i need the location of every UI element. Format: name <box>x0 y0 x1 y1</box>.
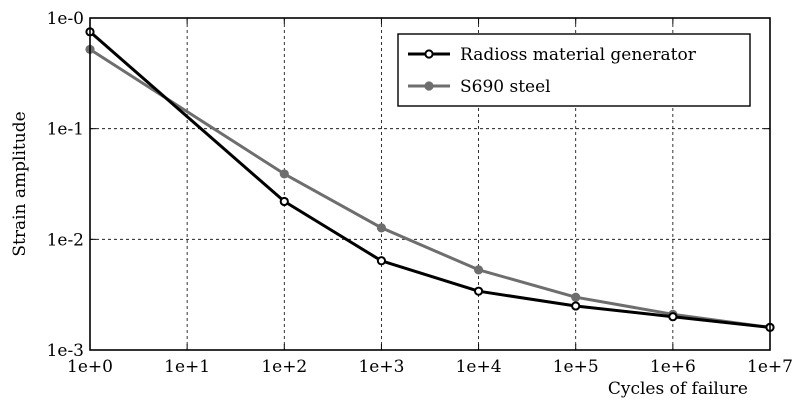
y-tick-label: 1e-3 <box>47 341 84 361</box>
y-axis-title: Strain amplitude <box>10 111 30 256</box>
data-point <box>668 312 678 322</box>
legend-swatch-marker <box>424 49 434 59</box>
tick-layer: 1e+0 1e+1 1e+2 1e+3 1e+4 1e+5 1e+6 1e+7 1e-0 1e-1… <box>47 9 793 377</box>
y-tick-label: 1e-2 <box>47 230 84 250</box>
data-point <box>376 256 387 266</box>
x-axis-title: Cycles of failure <box>608 379 748 399</box>
y-tick-label: 1e-1 <box>47 120 84 140</box>
x-tick-label: 1e+0 <box>67 357 113 377</box>
x-tick-label: 1e+1 <box>164 357 210 377</box>
label-layer: Cycles of failure Strain amplitude <box>10 111 748 399</box>
x-tick-label: 1e+3 <box>358 357 404 377</box>
x-tick-label: 1e+6 <box>650 357 696 377</box>
series-0 <box>85 27 775 333</box>
data-point <box>279 169 289 179</box>
data-point <box>473 265 484 275</box>
series-layer <box>85 27 775 333</box>
data-point <box>571 292 581 302</box>
x-tick-label: 1e+2 <box>261 357 307 377</box>
x-tick-label: 1e+4 <box>456 357 502 377</box>
x-tick-label: 1e+5 <box>553 357 599 377</box>
data-point <box>279 196 289 207</box>
plot-frame <box>89 17 771 351</box>
x-tick-label: 1e+7 <box>747 357 793 377</box>
legend: Radioss material generator S690 steel <box>397 33 751 107</box>
legend-label: S690 steel <box>460 77 551 97</box>
data-point <box>571 301 581 311</box>
data-point <box>473 286 484 296</box>
data-point <box>376 223 387 233</box>
y-tick-label: 1e-0 <box>47 9 84 29</box>
legend-label: Radioss material generator <box>460 45 697 65</box>
legend-swatch-marker <box>424 81 434 91</box>
legend-entries: Radioss material generator S690 steel <box>408 45 697 97</box>
legend-box <box>397 33 751 107</box>
